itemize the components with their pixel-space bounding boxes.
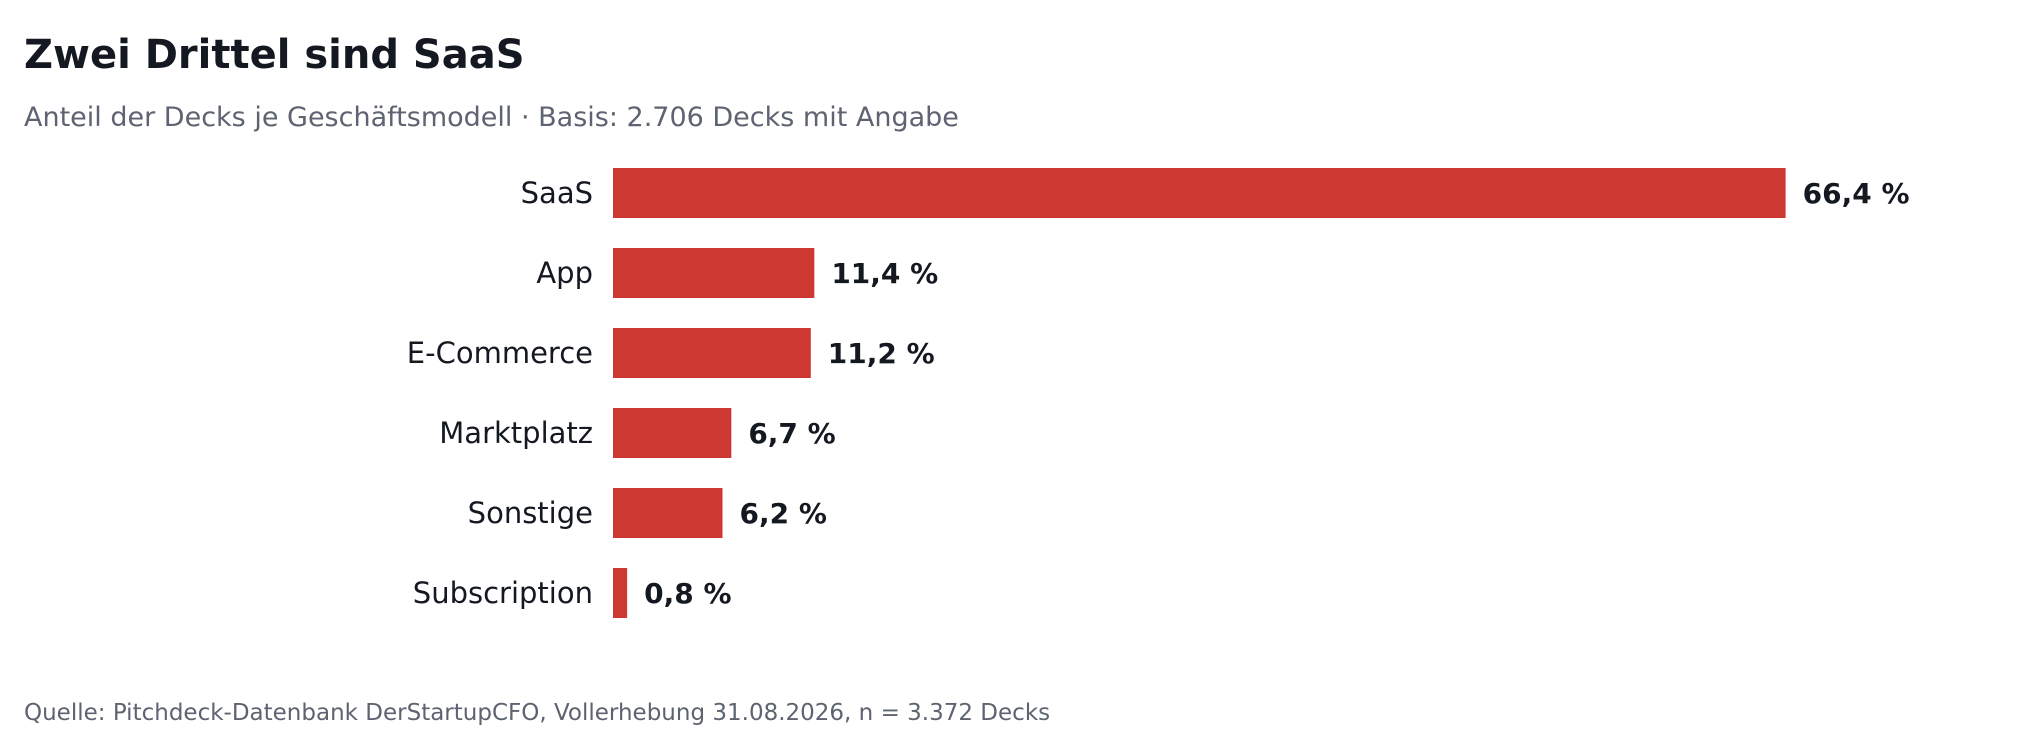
value-label-app: 11,4 %	[831, 257, 938, 290]
category-label-e-commerce: E-Commerce	[407, 336, 593, 370]
value-label-sonstige: 6,2 %	[739, 497, 826, 530]
bar-chart: SaaS 66,4 % App 11,4 % E-Commerce 11,2 % Markt…	[407, 168, 1910, 618]
category-label-sonstige: Sonstige	[468, 496, 593, 530]
value-label-saas: 66,4 %	[1803, 177, 1910, 210]
bar-subscription	[613, 568, 628, 618]
bars-group: SaaS 66,4 % App 11,4 % E-Commerce 11,2 % Markt…	[407, 168, 1910, 618]
source-note: Quelle: Pitchdeck-Datenbank DerStartupCF…	[24, 700, 1051, 726]
category-label-subscription: Subscription	[413, 576, 593, 610]
bar-marktplatz	[613, 408, 732, 458]
bar-sonstige	[613, 488, 723, 538]
category-label-marktplatz: Marktplatz	[439, 416, 593, 450]
value-label-subscription: 0,8 %	[644, 577, 731, 610]
value-label-e-commerce: 11,2 %	[828, 337, 935, 370]
value-label-marktplatz: 6,7 %	[748, 417, 835, 450]
category-label-app: App	[536, 256, 593, 290]
bar-app	[613, 248, 815, 298]
chart-subtitle: Anteil der Decks je Geschäftsmodell · Ba…	[24, 102, 959, 133]
bar-e-commerce	[613, 328, 811, 378]
chart-title: Zwei Drittel sind SaaS	[24, 32, 525, 78]
category-label-saas: SaaS	[521, 176, 593, 210]
bar-saas	[613, 168, 1786, 218]
